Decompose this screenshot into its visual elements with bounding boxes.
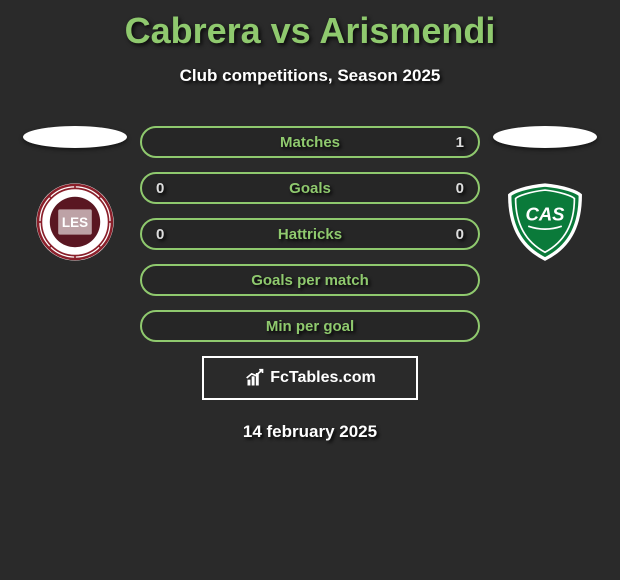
lanus-badge-icon: LES	[27, 180, 123, 264]
stat-row-hattricks: 0 Hattricks 0	[140, 218, 480, 250]
svg-text:LES: LES	[62, 215, 88, 230]
stat-row-goals-per-match: Goals per match	[140, 264, 480, 296]
right-side: CAS	[490, 126, 600, 264]
stat-row-min-per-goal: Min per goal	[140, 310, 480, 342]
brand-text: FcTables.com	[270, 369, 376, 387]
comparison-card: Cabrera vs Arismendi Club competitions, …	[0, 0, 620, 442]
stat-right-value: 0	[434, 226, 464, 243]
player-avatar-right	[493, 126, 597, 148]
chart-icon	[244, 368, 266, 388]
stat-left-value: 0	[156, 226, 186, 243]
content-row: LES Matches 1 0 Goals 0 0 Hattricks 0	[0, 126, 620, 342]
svg-text:CAS: CAS	[526, 203, 566, 224]
stat-right-value: 0	[434, 180, 464, 197]
sarmiento-badge-icon: CAS	[497, 180, 593, 264]
stat-left-value: 0	[156, 180, 186, 197]
date-text: 14 february 2025	[243, 422, 377, 442]
stats-column: Matches 1 0 Goals 0 0 Hattricks 0 Goals …	[140, 126, 480, 342]
page-title: Cabrera vs Arismendi	[125, 10, 496, 52]
stat-label: Min per goal	[186, 318, 434, 335]
stat-row-goals: 0 Goals 0	[140, 172, 480, 204]
brand-badge[interactable]: FcTables.com	[202, 356, 418, 400]
stat-right-value: 1	[434, 134, 464, 151]
left-side: LES	[20, 126, 130, 264]
club-badge-left: LES	[27, 180, 123, 264]
player-avatar-left	[23, 126, 127, 148]
stat-row-matches: Matches 1	[140, 126, 480, 158]
page-subtitle: Club competitions, Season 2025	[180, 66, 441, 86]
stat-label: Goals per match	[186, 272, 434, 289]
stat-label: Hattricks	[186, 226, 434, 243]
club-badge-right: CAS	[497, 180, 593, 264]
stat-label: Goals	[186, 180, 434, 197]
stat-label: Matches	[186, 134, 434, 151]
